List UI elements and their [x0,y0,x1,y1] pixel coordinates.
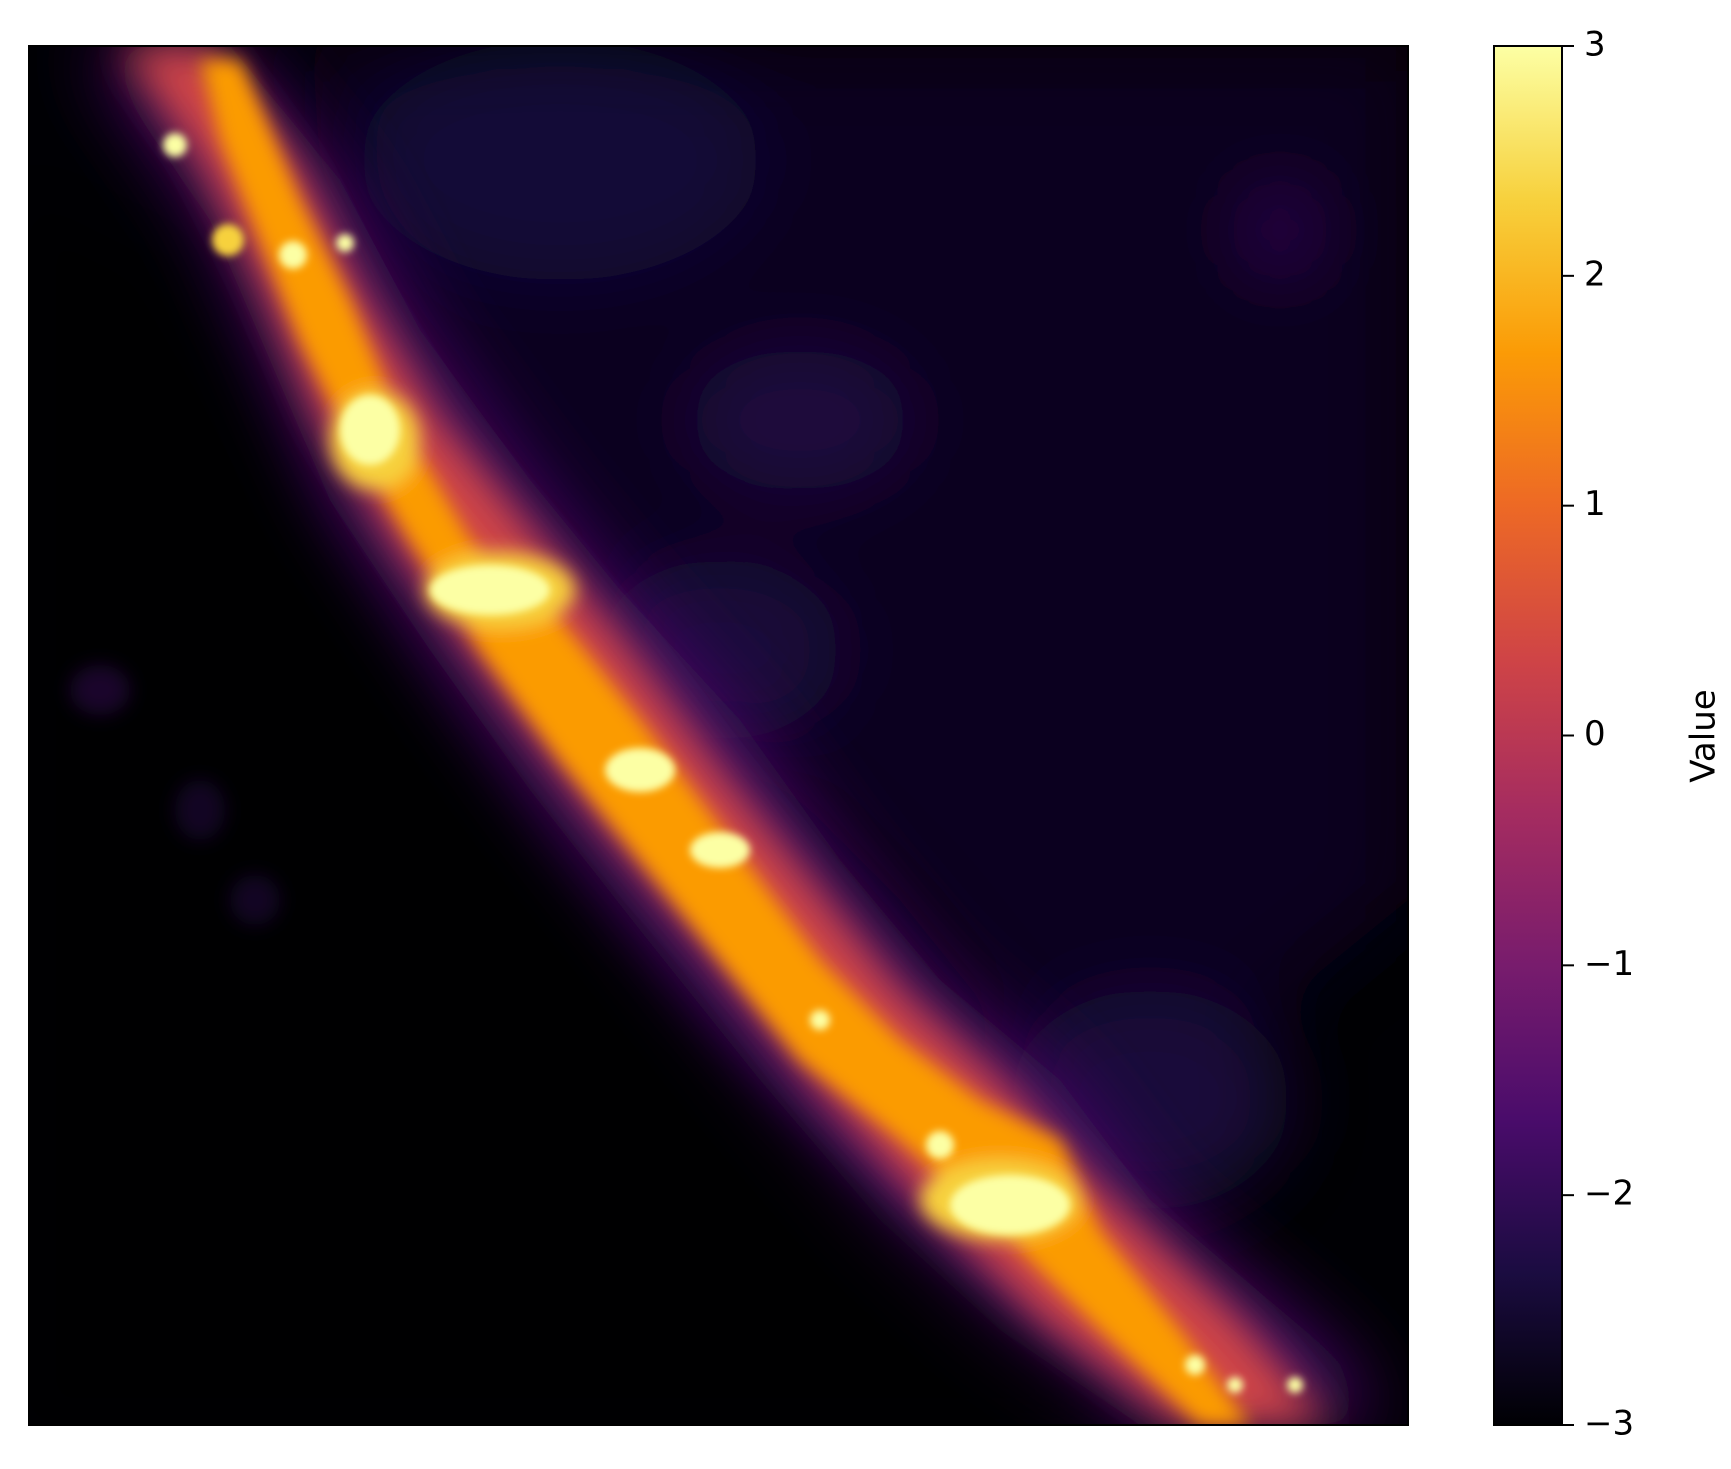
heatmap-frame [28,45,1409,1426]
colorbar-label: Value [1684,689,1724,782]
heatmap-sea-region [29,200,1120,1425]
colorbar-ticks: 3 2 1 0 −1 −2 −3 [1562,25,1634,1444]
heatmap-plateau-glow [300,46,1408,1210]
colorbar-fill [1494,46,1562,1425]
colorbar: 3 2 1 0 −1 −2 −3 Value [1493,25,1724,1444]
heatmap-hot-spots [163,133,1303,1393]
colorbar-tick-label: 3 [1584,25,1606,65]
colorbar-tick-label: −3 [1584,1404,1634,1444]
colorbar-tick-label: 0 [1584,714,1606,754]
colorbar-tick-label: −2 [1584,1174,1634,1214]
heatmap-plot-area [29,46,1408,1425]
colorbar-tick-label: 2 [1584,254,1606,294]
colorbar-tick-label: 1 [1584,484,1606,524]
colorbar-tick-label: −1 [1584,944,1634,984]
